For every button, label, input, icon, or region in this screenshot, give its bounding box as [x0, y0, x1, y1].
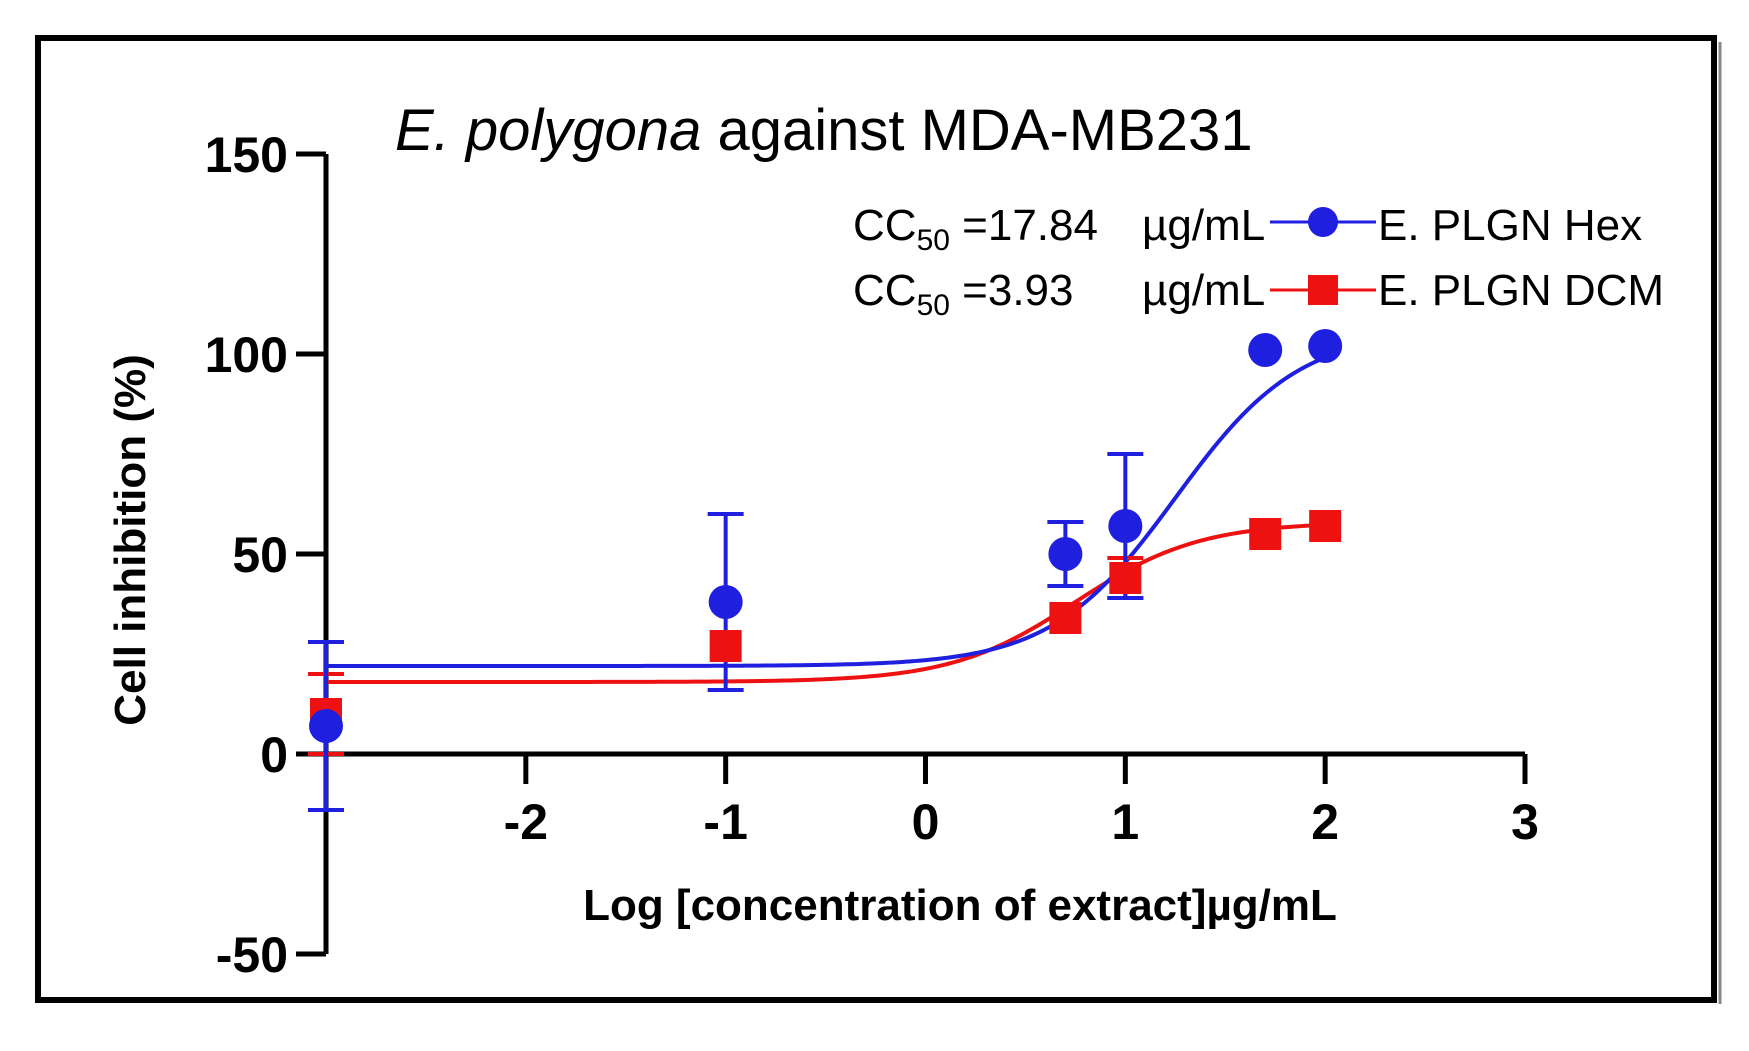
legend-label-dcm: E. PLGN DCM: [1378, 266, 1664, 315]
data-point-hex: [1108, 509, 1143, 543]
data-point-hex: [1248, 333, 1283, 367]
fit-curves: [326, 351, 1336, 684]
fit-curve-0: [326, 351, 1336, 668]
data-point-hex: [309, 709, 343, 743]
y-tick-label: 150: [205, 127, 288, 183]
legend-entry-hex: CC50 =17.84 µg/mL E. PLGN Hex: [853, 201, 1642, 257]
legend-cc50-unit-hex: µg/mL: [1142, 201, 1265, 250]
y-ticks: -50 0 50 100 150: [205, 127, 326, 983]
y-tick-label: 50: [232, 527, 288, 583]
legend-cc50-dcm: CC50 =3.93: [853, 266, 1074, 322]
x-tick-label: 2: [1311, 794, 1339, 850]
legend-cc50-sub-hex: 50: [917, 224, 950, 257]
data-points: [309, 329, 1343, 743]
legend-cc50-value-hex: =17.84: [950, 201, 1098, 250]
legend-cc50-unit-dcm: µg/mL: [1142, 266, 1265, 315]
x-tick-label: -2: [504, 794, 548, 850]
legend-cc50-prefix-hex: CC: [853, 201, 917, 250]
y-tick-label: -50: [216, 927, 288, 983]
legend-cc50-value-dcm: =3.93: [950, 266, 1074, 315]
chart-title-italic: E. polygona: [395, 98, 701, 163]
legend-cc50-hex: CC50 =17.84: [853, 201, 1098, 257]
fit-curve-1: [326, 522, 1336, 684]
legend-label-hex: E. PLGN Hex: [1378, 201, 1642, 250]
x-tick-label: 1: [1111, 794, 1139, 850]
x-tick-label: 3: [1511, 794, 1539, 850]
legend-cc50-sub-dcm: 50: [917, 289, 950, 322]
x-tick-label: -1: [703, 794, 747, 850]
y-tick-label: 0: [260, 727, 288, 783]
data-point-dcm: [1049, 602, 1082, 634]
data-point-hex: [708, 585, 743, 619]
data-point-hex: [1048, 537, 1083, 571]
data-point-hex: [1308, 329, 1343, 363]
y-tick-label: 100: [205, 327, 288, 383]
legend-marker-hex: [1308, 207, 1338, 237]
legend-entry-dcm: CC50 =3.93 µg/mL E. PLGN DCM: [853, 266, 1664, 322]
legend: CC50 =17.84 µg/mL E. PLGN Hex CC50 =3.93…: [853, 201, 1664, 322]
legend-marker-dcm: [1308, 275, 1338, 305]
data-point-dcm: [709, 630, 742, 662]
legend-cc50-prefix-dcm: CC: [853, 266, 917, 315]
y-axis-title: Cell inhibition (%): [106, 354, 155, 726]
figure-frame: [35, 35, 1717, 1003]
data-point-dcm: [1249, 518, 1282, 550]
data-point-dcm: [1109, 562, 1142, 594]
chart-title-rest: against MDA-MB231: [701, 98, 1252, 163]
data-point-dcm: [1309, 510, 1342, 542]
chart-title: E. polygona against MDA-MB231: [395, 98, 1253, 163]
x-tick-label: 0: [912, 794, 940, 850]
x-ticks: -2 -1 0 1 2 3: [504, 754, 1539, 850]
x-axis-title: Log [concentration of extract]µg/mL: [583, 881, 1337, 930]
